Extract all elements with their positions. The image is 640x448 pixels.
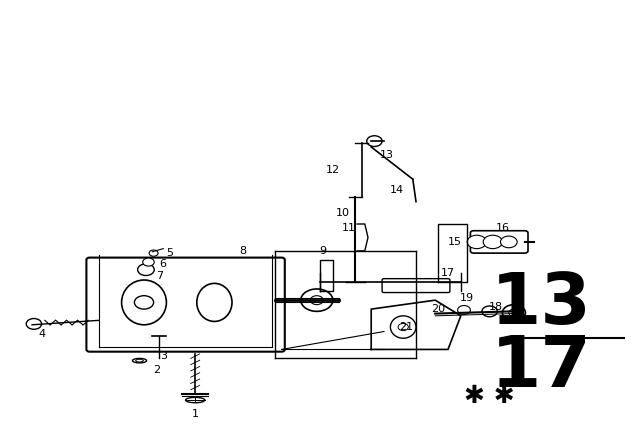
Ellipse shape (197, 284, 232, 322)
Circle shape (482, 306, 497, 317)
Text: 14: 14 (390, 185, 404, 195)
Circle shape (483, 235, 502, 249)
Text: 1: 1 (192, 409, 198, 419)
Text: 7: 7 (156, 271, 164, 280)
Circle shape (502, 305, 525, 321)
Ellipse shape (186, 397, 205, 403)
Circle shape (467, 235, 486, 249)
Circle shape (149, 250, 158, 256)
Text: 20: 20 (431, 304, 445, 314)
Text: 6: 6 (160, 259, 166, 269)
Circle shape (26, 319, 42, 329)
Text: 12: 12 (326, 165, 340, 175)
Text: 21: 21 (399, 322, 413, 332)
Text: 17: 17 (441, 268, 455, 278)
FancyBboxPatch shape (470, 231, 528, 253)
Circle shape (500, 236, 517, 248)
Text: 19: 19 (460, 293, 474, 303)
Text: 3: 3 (160, 351, 166, 361)
Ellipse shape (390, 316, 416, 338)
Text: ✱ ✱: ✱ ✱ (464, 384, 515, 409)
Text: 10: 10 (335, 208, 349, 218)
Circle shape (367, 136, 382, 146)
Text: 11: 11 (342, 224, 356, 233)
Circle shape (509, 309, 519, 316)
Text: 18: 18 (489, 302, 503, 312)
Circle shape (310, 296, 323, 305)
Circle shape (134, 296, 154, 309)
Ellipse shape (132, 358, 147, 363)
Text: 13: 13 (380, 150, 394, 159)
Text: 5: 5 (166, 248, 173, 258)
Text: 13: 13 (490, 270, 591, 339)
Circle shape (398, 323, 408, 331)
Ellipse shape (122, 280, 166, 325)
Circle shape (138, 264, 154, 276)
Circle shape (143, 258, 154, 266)
Circle shape (301, 289, 333, 311)
FancyBboxPatch shape (86, 258, 285, 352)
Circle shape (458, 306, 470, 314)
Text: 9: 9 (319, 246, 327, 256)
Text: 17: 17 (490, 333, 591, 402)
Text: 4: 4 (38, 329, 45, 339)
FancyBboxPatch shape (382, 279, 450, 293)
Text: 8: 8 (239, 246, 247, 256)
Ellipse shape (136, 359, 143, 362)
Text: 16: 16 (495, 224, 509, 233)
Text: 15: 15 (447, 237, 461, 247)
Text: 2: 2 (153, 365, 161, 375)
